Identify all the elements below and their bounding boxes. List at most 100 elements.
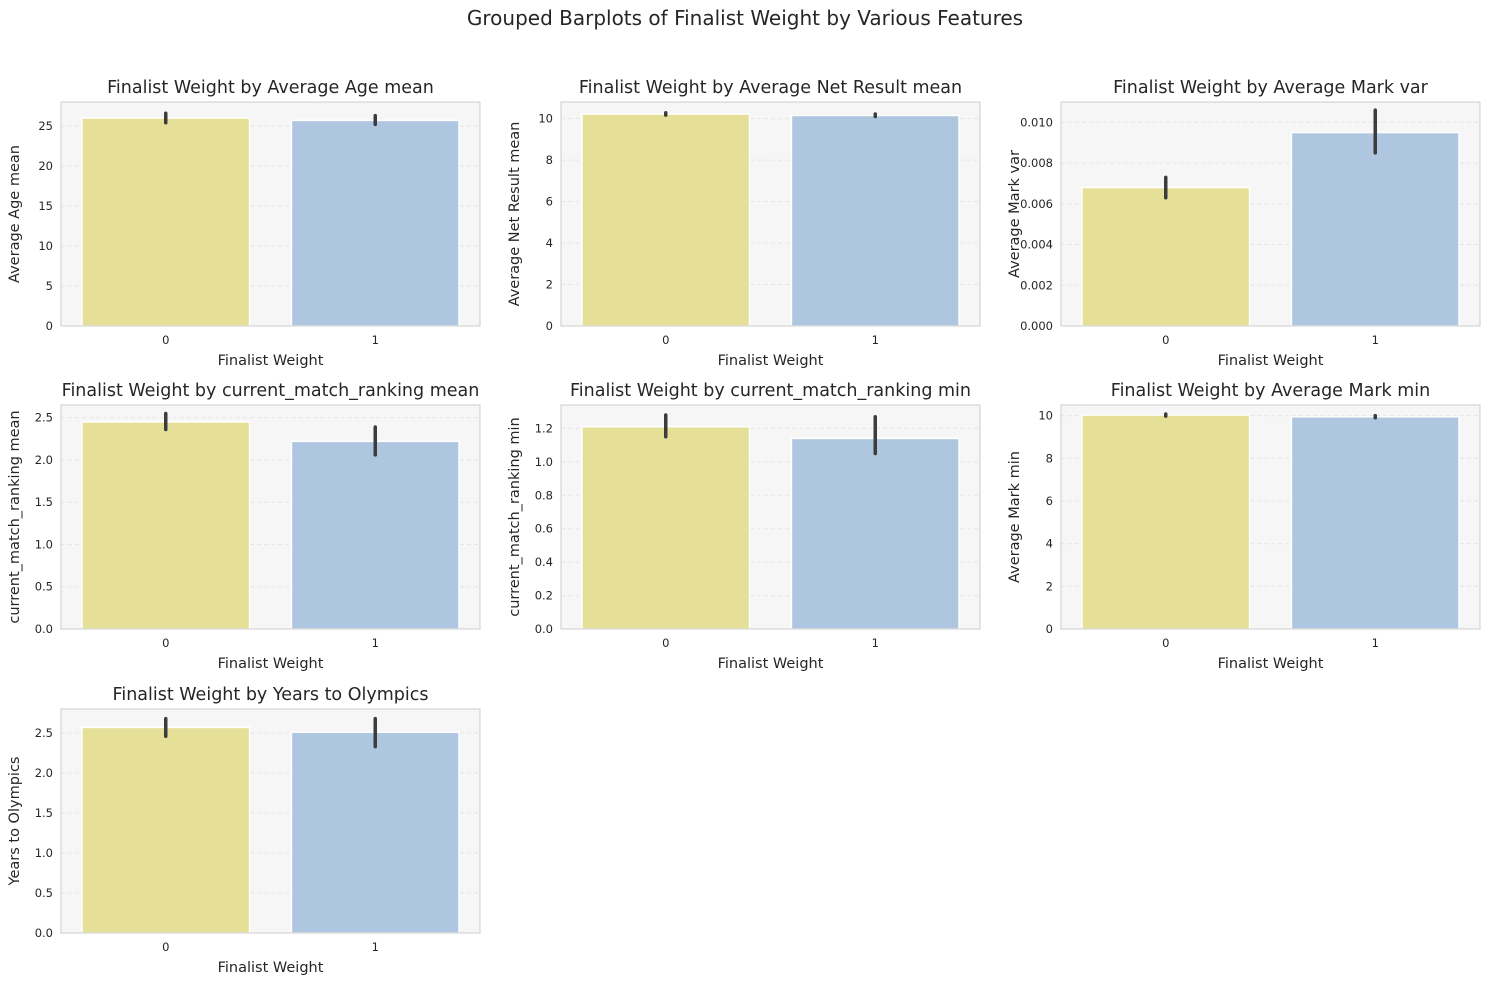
bar-0 [81,726,251,934]
y-tick-label: 2.5 [35,726,53,740]
x-tick-label: 1 [1372,333,1379,347]
y-tick-label: 5 [46,279,53,293]
axes-frame [60,404,481,630]
y-tick-label: 0.4 [535,555,553,569]
y-tick-label: 1.0 [35,537,53,551]
x-tick-label: 1 [1372,636,1379,650]
x-tick-label: 0 [662,636,669,650]
y-tick-label: 25 [38,119,53,133]
x-tick-label: 1 [872,636,879,650]
subplot-7: 0.0 0.5 1.0 1.5 2.0 2.5 0 1 Finalist Weight Years… [7,685,481,976]
subplot-title: Finalist Weight by Years to Olympics [113,685,429,705]
y-tick-label: 0 [546,319,553,333]
y-axis-label: Years to Olympics [7,757,23,887]
y-tick-label: 0.008 [1020,156,1053,170]
bar-0 [581,425,751,630]
y-axis-label: Average Mark min [1007,451,1023,583]
x-axis-label: Finalist Weight [218,960,324,976]
bar-0 [81,421,251,630]
bar-0 [1081,186,1251,327]
x-axis-label: Finalist Weight [1218,353,1324,369]
y-tick-label: 0.002 [1020,278,1053,292]
y-tick-label: 0.010 [1020,115,1053,129]
y-tick-label: 0.0 [535,622,553,636]
x-tick-label: 0 [662,333,669,347]
x-tick-label: 0 [1162,636,1169,650]
y-tick-label: 6 [546,195,553,209]
subplot-title: Finalist Weight by Average Age mean [107,78,434,98]
y-tick-label: 10 [1038,409,1053,423]
axes-frame [60,101,481,327]
y-tick-label: 1.5 [35,495,53,509]
y-tick-label: 1.2 [535,421,553,435]
bar-1 [290,440,460,630]
x-tick-label: 1 [872,333,879,347]
subplot-title: Finalist Weight by current_match_ranking… [570,381,971,401]
axes-frame [1060,404,1481,630]
y-tick-label: 4 [546,236,553,250]
axes-frame [560,404,981,630]
y-axis-label: Average Net Result mean [507,122,523,307]
y-axis-label: Average Mark var [1007,150,1023,278]
subplot-3: 0.000 0.002 0.004 0.006 0.008 0.010 0 1 Finalist… [1007,78,1481,369]
bar-1 [1290,131,1460,327]
y-tick-label: 2.0 [35,766,53,780]
y-tick-label: 8 [546,153,553,167]
y-tick-label: 0.0 [35,622,53,636]
y-axis-label: current_match_ranking min [507,417,523,616]
subplot-6: 0 2 4 6 8 10 0 1 Finalist Weight Average Mark min… [1007,381,1481,672]
y-tick-label: 20 [38,159,53,173]
bar-1 [790,437,960,630]
x-axis-label: Finalist Weight [1218,656,1324,672]
y-tick-label: 0.006 [1020,197,1053,211]
bar-1 [1290,415,1460,630]
y-tick-label: 0.2 [535,589,553,603]
y-tick-label: 0.6 [535,522,553,536]
y-tick-label: 2.0 [35,453,53,467]
x-axis-label: Finalist Weight [718,353,824,369]
y-axis-label: Average Age mean [7,145,23,283]
subplot-5: 0.0 0.2 0.4 0.6 0.8 1.0 1.2 0 1 Finalist Weight cu… [507,381,981,672]
y-tick-label: 0.000 [1020,319,1053,333]
axes-frame [1060,101,1481,327]
y-tick-label: 0 [1046,622,1053,636]
y-tick-label: 0.004 [1020,238,1053,252]
x-tick-label: 0 [1162,333,1169,347]
y-tick-label: 1.0 [535,455,553,469]
y-tick-label: 0.5 [35,886,53,900]
x-tick-label: 0 [162,636,169,650]
y-tick-label: 1.0 [35,846,53,860]
bar-1 [290,119,460,327]
axes-frame [560,101,981,327]
y-axis-label: current_match_ranking mean [7,410,23,623]
bar-0 [81,117,251,327]
y-tick-label: 2.5 [35,411,53,425]
x-tick-label: 1 [372,940,379,954]
y-tick-label: 10 [538,112,553,126]
bar-0 [581,113,751,327]
x-tick-label: 1 [372,636,379,650]
y-tick-label: 8 [1046,451,1053,465]
x-tick-label: 0 [162,940,169,954]
y-tick-label: 0.5 [35,580,53,594]
subplot-title: Finalist Weight by Average Net Result me… [579,78,962,98]
y-tick-label: 0.8 [535,488,553,502]
y-tick-label: 6 [1046,494,1053,508]
x-tick-label: 0 [162,333,169,347]
x-axis-label: Finalist Weight [218,353,324,369]
subplot-title: Finalist Weight by current_match_ranking… [62,381,480,401]
y-tick-label: 15 [38,199,53,213]
y-tick-label: 0.0 [35,926,53,940]
figure-suptitle: Grouped Barplots of Finalist Weight by V… [466,6,1024,30]
subplot-4: 0.0 0.5 1.0 1.5 2.0 2.5 0 1 Finalist Weight curre… [7,381,481,672]
x-axis-label: Finalist Weight [718,656,824,672]
bar-0 [1081,414,1251,630]
subplot-title: Finalist Weight by Average Mark var [1113,78,1429,98]
y-tick-label: 2 [546,278,553,292]
bar-1 [790,114,960,327]
x-tick-label: 1 [372,333,379,347]
y-tick-label: 4 [1046,537,1053,551]
y-tick-label: 10 [38,239,53,253]
y-tick-label: 1.5 [35,806,53,820]
